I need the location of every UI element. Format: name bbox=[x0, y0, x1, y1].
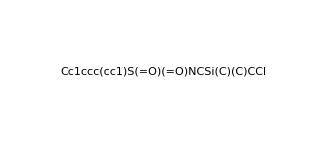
Text: Cc1ccc(cc1)S(=O)(=O)NCSi(C)(C)CCl: Cc1ccc(cc1)S(=O)(=O)NCSi(C)(C)CCl bbox=[60, 66, 266, 76]
